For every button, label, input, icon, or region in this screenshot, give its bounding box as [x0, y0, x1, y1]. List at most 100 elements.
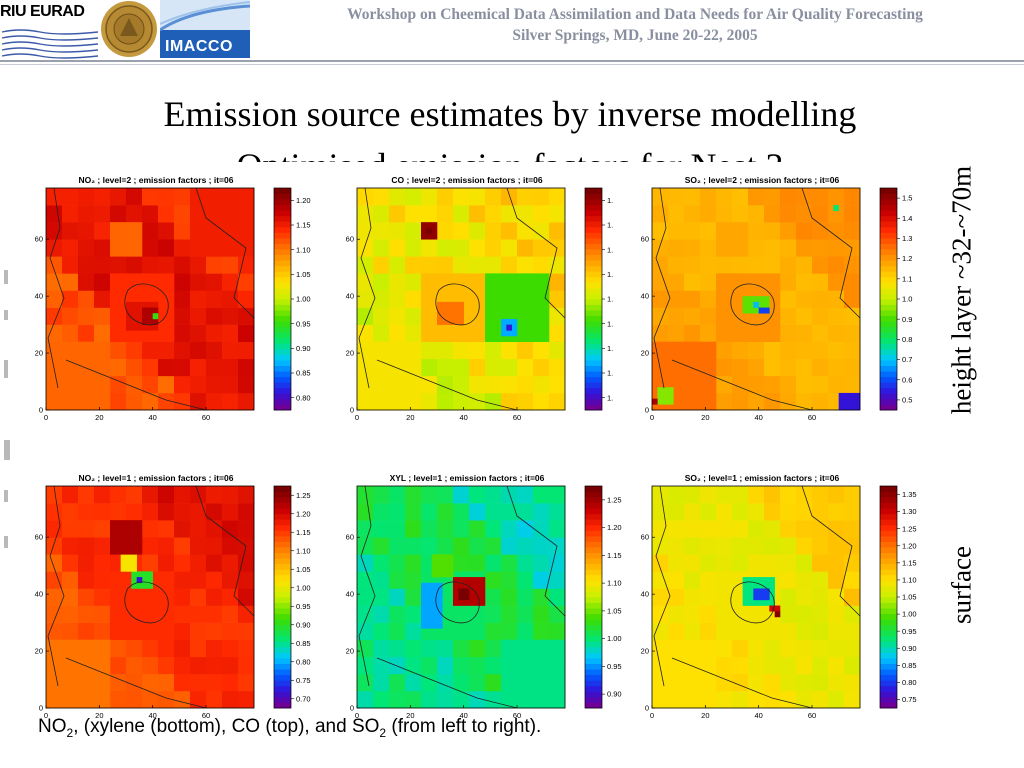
- heatmap-cell: [668, 537, 685, 555]
- workshop-title: Workshop on Cheemical Data Assimilation …: [347, 6, 923, 23]
- heatmap-cell: [812, 375, 829, 394]
- heatmap-cell: [62, 537, 79, 555]
- heatmap-cell: [126, 673, 143, 692]
- heatmap-cell: [437, 503, 454, 521]
- colorbar-segment: [585, 641, 602, 648]
- heatmap-cell: [421, 188, 438, 206]
- colorbar-segment: [274, 321, 291, 328]
- heatmap-cell: [431, 554, 454, 578]
- x-tick-label: 0: [650, 413, 654, 422]
- colorbar-segment: [880, 398, 897, 405]
- heatmap-cell: [684, 307, 701, 325]
- colorbar-tick-label: 0.90: [607, 690, 622, 699]
- heatmap-cell: [190, 256, 207, 274]
- heatmap-cell: [549, 205, 566, 223]
- heatmap-cell: [453, 554, 470, 572]
- heatmap-cell: [828, 290, 845, 308]
- map-frame: [45, 485, 255, 709]
- colorbar-segment: [274, 552, 291, 559]
- colorbar-segment: [274, 580, 291, 587]
- colorbar-segment: [274, 569, 291, 576]
- colorbar-segment: [880, 646, 897, 653]
- heatmap-cell: [700, 503, 717, 521]
- heatmap-cell: [78, 324, 95, 342]
- heatmap-cell: [796, 375, 813, 394]
- heatmap-cell: [764, 639, 781, 658]
- heatmap-cell: [748, 520, 765, 538]
- heatmap-cell: [78, 622, 95, 640]
- city-contour: [730, 581, 775, 624]
- heatmap-cell: [405, 639, 422, 658]
- heatmap-cell: [796, 503, 813, 521]
- heatmap-cell: [174, 358, 191, 377]
- heatmap-cell: [652, 503, 669, 521]
- heatmap-cell: [373, 273, 390, 291]
- heatmap-cell: [780, 554, 797, 572]
- heatmap-cell: [110, 222, 143, 257]
- y-tick-label: 40: [35, 292, 43, 301]
- colorbar-segment: [274, 249, 291, 255]
- heatmap-cell: [748, 358, 765, 377]
- heatmap-cell: [764, 520, 781, 538]
- heatmap-cell: [469, 554, 486, 572]
- heatmap-cell: [142, 239, 159, 257]
- x-tick-label: 0: [355, 413, 359, 422]
- caption-no2: NO: [38, 716, 67, 737]
- heatmap-no2-level1: NO₂ ; level=1 ; emission factors ; it=06…: [32, 470, 324, 725]
- colorbar-segment: [880, 524, 897, 531]
- heatmap-cell: [206, 554, 223, 572]
- heatmap-cell: [357, 571, 374, 589]
- colorbar-segment: [880, 552, 897, 559]
- heatmap-cell: [174, 222, 191, 240]
- heatmap-cell: [357, 537, 374, 555]
- colorbar-tick-label: 1.2: [902, 254, 912, 263]
- heatmap-cell: [668, 273, 685, 291]
- heatmap-cell: [222, 639, 239, 658]
- heatmap-cell: [796, 273, 813, 291]
- heatmap-cell: [453, 222, 470, 240]
- heatmap-cell: [373, 486, 390, 504]
- heatmap-cell: [828, 222, 845, 240]
- x-tick-label: 40: [148, 711, 156, 720]
- heatmap-cell: [533, 554, 550, 572]
- heatmap-cell: [828, 588, 845, 606]
- heatmap-cell: [764, 503, 781, 521]
- coastline-south: [376, 657, 518, 709]
- heatmap-cell: [437, 486, 454, 504]
- heatmap-cell: [373, 239, 390, 257]
- colorbar-segment: [274, 271, 291, 278]
- heatmap-cell: [657, 387, 674, 405]
- heatmap-cell: [110, 256, 127, 274]
- heatmap-cell: [158, 256, 175, 274]
- heatmap-cell: [748, 503, 765, 521]
- heatmap-cell: [732, 375, 749, 394]
- heatmap-cell: [485, 673, 502, 692]
- heatmap-cell: [796, 605, 813, 623]
- colorbar-segment: [274, 658, 291, 664]
- heatmap-cell: [222, 673, 239, 692]
- heatmap-cell: [716, 188, 733, 206]
- colorbar-segment: [880, 563, 897, 570]
- heatmap-cell: [780, 537, 797, 555]
- y-tick-label: 20: [346, 349, 354, 358]
- heatmap-cell: [828, 639, 845, 658]
- colorbar-segment: [880, 641, 897, 648]
- colorbar-tick-label: 1.00: [296, 583, 311, 592]
- heatmap-cell: [437, 392, 454, 411]
- heatmap-cell: [421, 537, 438, 555]
- heatmap-cell: [458, 588, 470, 601]
- colorbar-segment: [274, 393, 291, 400]
- heatmap-cell: [110, 341, 127, 360]
- colorbar-tick-label: 1.20: [607, 523, 622, 532]
- coastline-contours: [47, 485, 255, 709]
- heatmap-cell: [748, 188, 765, 206]
- x-tick-label: 60: [513, 711, 521, 720]
- heatmap-cell: [238, 358, 255, 377]
- heatmap-cell: [780, 222, 797, 240]
- heatmap-cell: [501, 358, 518, 377]
- colorbar-segment: [274, 685, 291, 692]
- colorbar-segment: [880, 271, 897, 278]
- heatmap-cell: [684, 537, 701, 555]
- heatmap-cell: [780, 588, 797, 606]
- colorbar-segment: [585, 680, 602, 687]
